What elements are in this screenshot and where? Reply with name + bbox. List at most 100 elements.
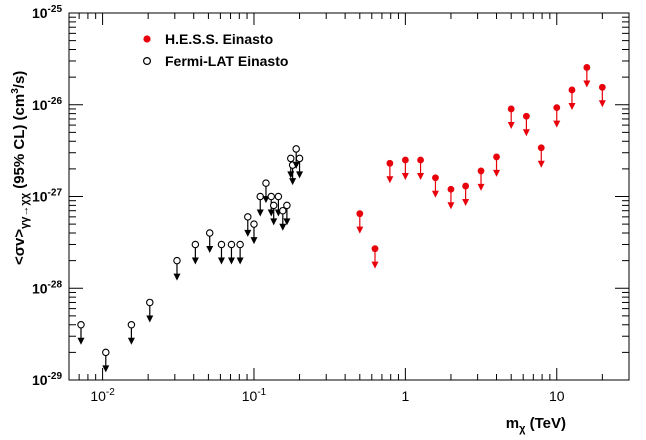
legend: H.E.S.S. Einasto Fermi-LAT Einasto <box>143 31 288 69</box>
upper-limit-arrow <box>371 261 379 269</box>
data-point <box>236 240 244 249</box>
data-point <box>146 298 154 307</box>
upper-limit-arrow <box>386 176 394 184</box>
data-point <box>598 83 606 91</box>
data-point <box>287 154 295 163</box>
data-point <box>493 153 500 161</box>
upper-limit-arrow <box>296 171 304 179</box>
upper-limit-arrow <box>217 257 225 265</box>
upper-limit-arrow <box>267 209 275 217</box>
data-point <box>205 229 214 237</box>
data-point <box>292 145 300 153</box>
data-point <box>102 348 110 357</box>
upper-limit-arrow <box>522 129 530 137</box>
data-point <box>553 104 561 112</box>
upper-limit-arrow <box>447 202 455 210</box>
x-tick-label: 10 <box>549 388 565 404</box>
data-point <box>462 182 470 190</box>
upper-limit-arrow <box>173 273 181 281</box>
data-point <box>401 156 409 164</box>
data-point <box>356 210 364 218</box>
x-tick-label: 10-1 <box>242 387 267 404</box>
y-tick-label: 10-25 <box>32 4 62 21</box>
upper-limit-arrow <box>568 102 576 110</box>
y-tick-label: 10-26 <box>32 96 62 113</box>
upper-limit-arrow <box>250 237 258 245</box>
data-point <box>295 154 304 163</box>
data-point <box>386 159 394 167</box>
upper-limit-arrow <box>417 172 425 180</box>
data-point <box>267 192 275 201</box>
upper-limit-arrow <box>356 226 364 234</box>
data-marks <box>77 64 606 373</box>
upper-limit-arrow <box>127 337 135 345</box>
data-point <box>217 240 226 249</box>
series-fermi <box>77 145 304 373</box>
data-point <box>274 192 283 201</box>
upper-limit-arrow <box>279 223 287 231</box>
data-point <box>269 201 278 210</box>
data-point <box>568 86 576 94</box>
data-point <box>256 192 264 201</box>
upper-limit-arrow <box>431 190 439 198</box>
data-point <box>250 220 258 228</box>
upper-limit-arrow <box>477 183 485 191</box>
data-point <box>537 144 545 152</box>
upper-limit-arrow <box>401 172 409 180</box>
data-point <box>262 179 270 187</box>
upper-limit-arrow <box>244 229 252 237</box>
upper-limit-arrow <box>77 337 85 345</box>
upper-limit-arrow <box>191 257 199 265</box>
y-tick-label: 10-28 <box>32 279 62 296</box>
legend-label-hess: H.E.S.S. Einasto <box>165 31 273 47</box>
series-hess <box>356 64 606 269</box>
upper-limit-arrow <box>507 121 515 129</box>
data-point <box>417 156 424 164</box>
tick-labels: 10-2 10-1 1 10 10-29 10-28 10-27 10-26 10-25 <box>32 4 565 404</box>
data-point <box>522 112 530 120</box>
data-point <box>173 256 181 265</box>
upper-limit-arrow <box>262 196 270 204</box>
upper-limit-arrow <box>462 199 470 207</box>
data-point <box>371 245 379 253</box>
data-point <box>477 167 485 175</box>
y-tick-label: 10-29 <box>32 371 62 388</box>
upper-limit-arrow <box>270 218 278 226</box>
data-point <box>244 213 252 221</box>
upper-limit-arrow <box>146 315 154 323</box>
legend-marker-hess <box>143 35 151 43</box>
upper-limit-arrow <box>292 161 300 169</box>
upper-limit-arrow <box>236 257 244 265</box>
upper-limit-arrow <box>102 365 110 373</box>
data-point <box>283 201 291 210</box>
legend-marker-fermi <box>143 56 152 65</box>
data-point <box>77 321 85 329</box>
data-point <box>583 64 591 71</box>
upper-limit-arrow <box>583 80 591 88</box>
upper-limit-arrow <box>206 246 214 254</box>
plot-frame <box>68 12 630 381</box>
legend-label-fermi: Fermi-LAT Einasto <box>165 53 288 69</box>
upper-limit-arrow <box>283 218 291 226</box>
upper-limit-arrow <box>493 169 501 177</box>
upper-limit-arrow <box>256 209 264 217</box>
upper-limit-arrow <box>537 160 545 168</box>
data-point <box>191 240 200 249</box>
data-point <box>279 206 287 215</box>
data-point <box>432 174 439 182</box>
x-tick-label: 10-2 <box>90 387 115 404</box>
x-axis-title: mχ (TeV) <box>506 415 566 435</box>
axis-ticks <box>68 12 630 381</box>
data-point <box>507 105 515 113</box>
upper-limit-arrow <box>553 120 561 128</box>
x-tick-label: 1 <box>401 388 409 404</box>
upper-limit-arrow <box>227 257 235 265</box>
data-point <box>227 240 236 249</box>
data-point <box>447 185 455 193</box>
upper-limit-arrow <box>598 100 606 108</box>
y-axis-title: <σv>γγ→χχ (95% CL) (cm3/s) <box>10 71 31 265</box>
upper-limit-arrow <box>289 178 297 186</box>
data-point <box>127 321 136 329</box>
y-tick-label: 10-27 <box>32 188 62 205</box>
